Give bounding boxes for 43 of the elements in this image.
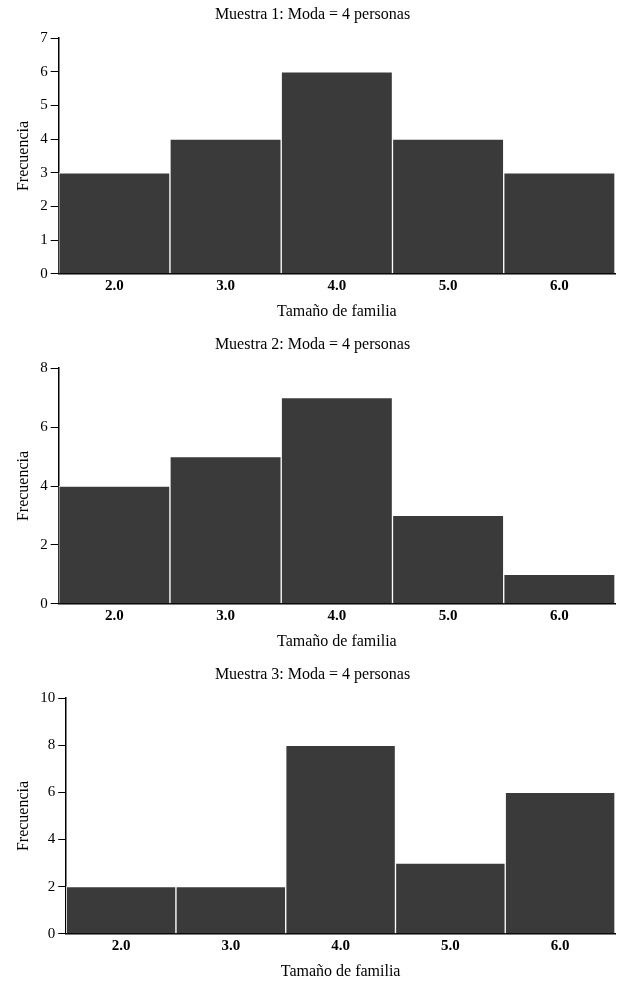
y-tick-label: 4 (40, 476, 49, 493)
y-tick-label: 8 (47, 736, 56, 753)
y-tick-label: 2 (40, 535, 48, 552)
x-tick-label: 5.0 (440, 936, 460, 953)
chart-title: Muestra 2: Moda = 4 personas (214, 334, 411, 353)
x-tick-label: 4.0 (327, 606, 347, 623)
x-tick-label: 2.0 (111, 936, 131, 953)
x-tick-label: 6.0 (549, 276, 569, 293)
chart-title: Muestra 3: Moda = 4 personas (214, 664, 411, 683)
x-tick-label: 6.0 (549, 606, 569, 623)
y-tick-label: 5 (40, 96, 48, 113)
y-tick-label: 1 (40, 231, 48, 248)
x-tick-label: 4.0 (327, 276, 347, 293)
x-tick-label: 5.0 (438, 276, 458, 293)
y-axis-title: Frecuencia (13, 120, 31, 192)
x-axis-title: Tamaño de familia (280, 961, 401, 979)
x-tick-label: 6.0 (550, 936, 570, 953)
y-tick-label: 2 (47, 877, 56, 894)
x-tick-label: 4.0 (331, 936, 350, 953)
chart-title: Muestra 1: Moda = 4 personas (214, 4, 411, 23)
y-axis-title: Frecuencia (13, 780, 31, 852)
y-axis-title: Frecuencia (13, 450, 31, 522)
y-tick-label: 7 (40, 29, 49, 46)
y-tick-label: 3 (40, 163, 48, 180)
y-tick-label: 4 (40, 130, 49, 147)
x-tick-label: 5.0 (438, 606, 458, 623)
x-tick-label: 3.0 (216, 276, 235, 293)
x-axis-title: Tamaño de familia (276, 631, 397, 649)
y-tick-label: 2 (40, 197, 48, 214)
y-tick-label: 6 (40, 418, 49, 435)
y-tick-label: 4 (47, 830, 56, 847)
y-tick-label: 6 (47, 783, 56, 800)
x-tick-label: 2.0 (104, 276, 124, 293)
x-axis-title: Tamaño de familia (276, 301, 397, 319)
y-tick-label: 10 (40, 689, 56, 706)
x-tick-label: 3.0 (221, 936, 241, 953)
y-tick-label: 6 (40, 62, 49, 79)
x-tick-label: 2.0 (104, 606, 124, 623)
y-tick-label: 0 (40, 264, 48, 281)
y-tick-label: 8 (40, 359, 48, 376)
y-tick-label: 0 (40, 594, 48, 611)
x-tick-label: 3.0 (216, 606, 235, 623)
y-tick-label: 0 (47, 924, 56, 941)
